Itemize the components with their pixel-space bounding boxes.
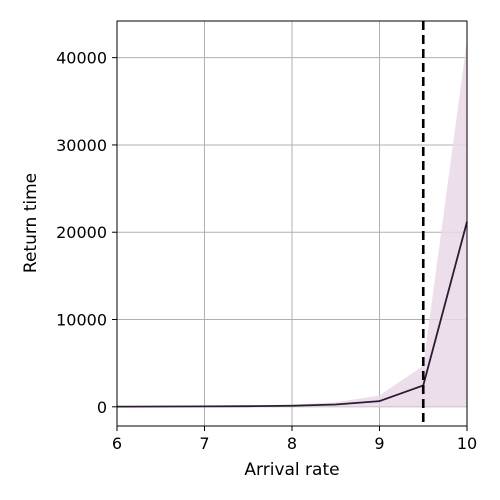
series-line-layer [116, 221, 468, 408]
x-tick-label: 7 [199, 434, 209, 453]
y-ticks: 0 10000 20000 30000 40000 [56, 49, 117, 417]
y-tick-label: 20000 [56, 223, 107, 242]
x-tick-label: 6 [112, 434, 122, 453]
y-axis-label: Return time [21, 173, 41, 273]
y-tick-label: 40000 [56, 49, 107, 68]
confidence-band [117, 40, 467, 407]
y-tick-label: 30000 [56, 136, 107, 155]
y-tick-label: 0 [97, 398, 107, 417]
y-tick-label: 10000 [56, 311, 107, 330]
grid [116, 21, 468, 426]
x-tick-label: 9 [374, 434, 384, 453]
x-axis-label: Arrival rate [244, 460, 339, 480]
confidence-band-layer [117, 40, 467, 407]
series-line [116, 221, 468, 408]
x-ticks: 6 7 8 9 10 [112, 426, 477, 453]
x-tick-label: 10 [457, 434, 477, 453]
x-tick-label: 8 [287, 434, 297, 453]
